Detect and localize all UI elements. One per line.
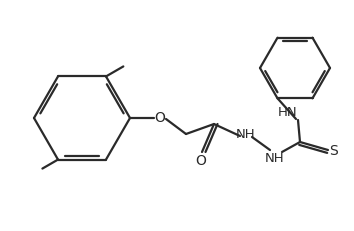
Text: S: S [330, 144, 338, 158]
Text: HN: HN [278, 106, 298, 119]
Text: O: O [195, 154, 206, 168]
Text: NH: NH [236, 128, 256, 142]
Text: NH: NH [265, 152, 285, 164]
Text: O: O [155, 111, 165, 125]
